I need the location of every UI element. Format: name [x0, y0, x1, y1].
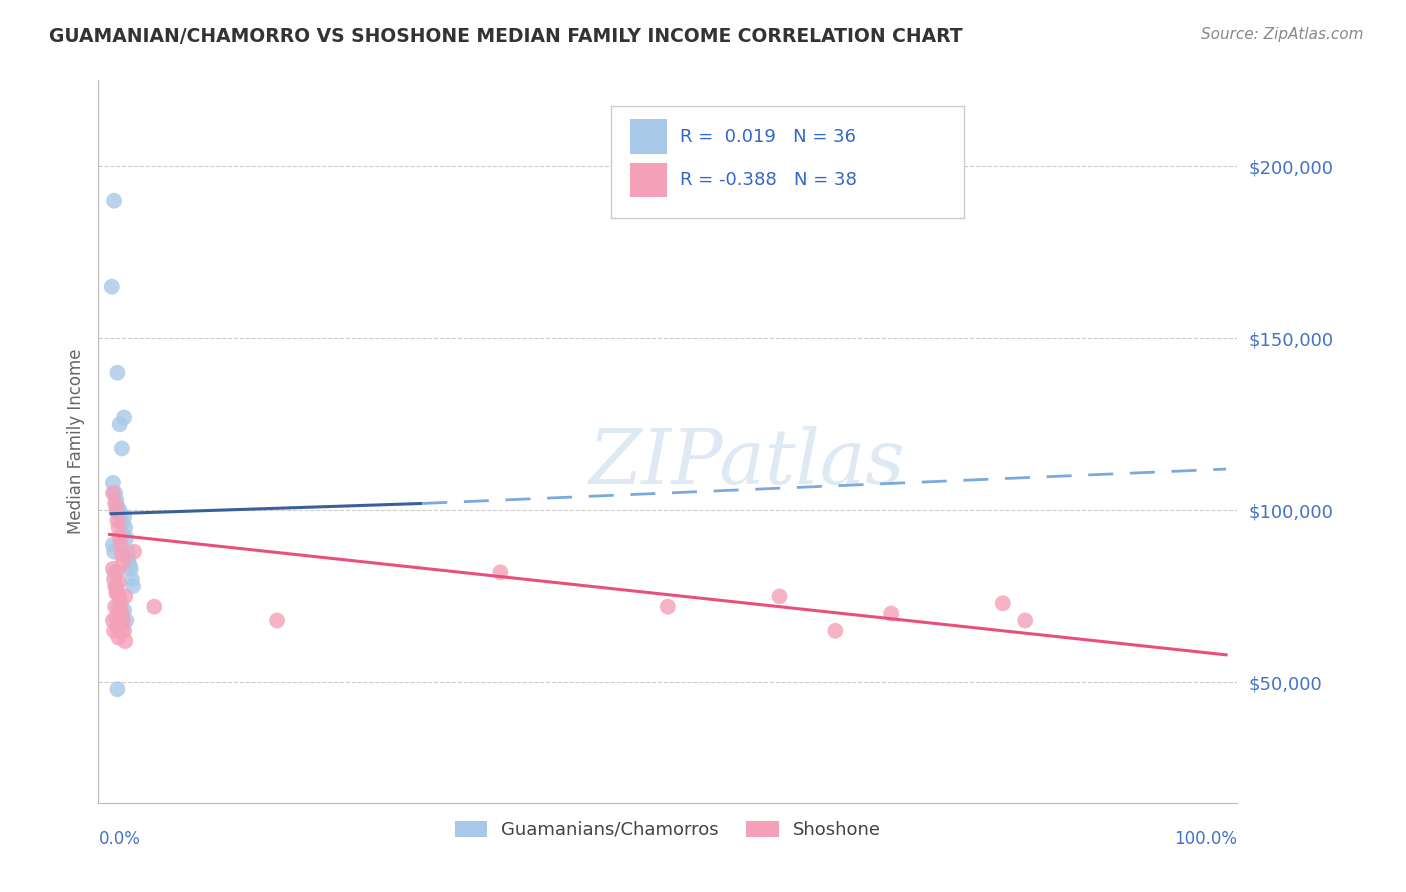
Text: ZIPatlas: ZIPatlas	[589, 426, 905, 500]
Point	[107, 507, 129, 521]
Point	[110, 596, 132, 610]
Point	[105, 586, 128, 600]
Point	[107, 500, 129, 514]
Point	[991, 596, 1014, 610]
Text: 100.0%: 100.0%	[1174, 830, 1237, 848]
Point	[111, 607, 134, 621]
Y-axis label: Median Family Income: Median Family Income	[66, 349, 84, 534]
Point	[114, 634, 136, 648]
Point	[103, 194, 125, 208]
Text: R = -0.388   N = 38: R = -0.388 N = 38	[681, 171, 858, 189]
Point	[110, 614, 132, 628]
Point	[657, 599, 679, 614]
Point	[104, 496, 127, 510]
Point	[108, 503, 131, 517]
Point	[104, 566, 127, 580]
Point	[111, 624, 134, 638]
Point	[107, 566, 129, 580]
Point	[101, 614, 124, 628]
Point	[120, 562, 142, 576]
Point	[110, 514, 132, 528]
Point	[118, 558, 141, 573]
Point	[880, 607, 903, 621]
Point	[1014, 614, 1036, 628]
Point	[111, 442, 134, 456]
Text: R =  0.019   N = 36: R = 0.019 N = 36	[681, 128, 856, 145]
FancyBboxPatch shape	[630, 162, 666, 197]
Point	[112, 410, 135, 425]
Point	[489, 566, 512, 580]
Point	[107, 586, 129, 600]
Point	[111, 527, 134, 541]
Point	[101, 562, 124, 576]
Point	[104, 599, 127, 614]
Point	[107, 575, 129, 590]
Point	[108, 531, 131, 545]
Point	[117, 544, 139, 558]
Point	[114, 520, 136, 534]
Point	[115, 531, 138, 545]
Point	[105, 503, 128, 517]
Point	[107, 631, 129, 645]
Point	[143, 599, 166, 614]
Point	[112, 603, 135, 617]
Point	[108, 417, 131, 432]
Point	[103, 624, 125, 638]
Point	[111, 548, 134, 562]
Point	[266, 614, 288, 628]
Point	[824, 624, 846, 638]
Point	[107, 599, 129, 614]
Point	[103, 572, 125, 586]
Point	[101, 538, 124, 552]
Point	[112, 510, 135, 524]
Point	[103, 544, 125, 558]
Point	[768, 590, 790, 604]
Point	[108, 607, 131, 621]
Text: Source: ZipAtlas.com: Source: ZipAtlas.com	[1201, 27, 1364, 42]
FancyBboxPatch shape	[612, 105, 965, 218]
Text: 0.0%: 0.0%	[98, 830, 141, 848]
Point	[111, 517, 134, 532]
Point	[105, 579, 128, 593]
Point	[104, 486, 127, 500]
Point	[101, 486, 124, 500]
Point	[115, 614, 138, 628]
Point	[111, 614, 134, 628]
Point	[107, 366, 129, 380]
Point	[104, 579, 127, 593]
Point	[108, 590, 131, 604]
Point	[105, 493, 128, 508]
Point	[122, 579, 145, 593]
Point	[105, 610, 128, 624]
Point	[111, 555, 134, 569]
Text: GUAMANIAN/CHAMORRO VS SHOSHONE MEDIAN FAMILY INCOME CORRELATION CHART: GUAMANIAN/CHAMORRO VS SHOSHONE MEDIAN FA…	[49, 27, 963, 45]
Point	[107, 682, 129, 697]
Legend: Guamanians/Chamorros, Shoshone: Guamanians/Chamorros, Shoshone	[446, 812, 890, 848]
Point	[107, 520, 129, 534]
Point	[114, 590, 136, 604]
Point	[122, 544, 145, 558]
Point	[110, 538, 132, 552]
Point	[107, 514, 129, 528]
Point	[107, 620, 129, 634]
Point	[101, 279, 124, 293]
FancyBboxPatch shape	[630, 120, 666, 154]
Point	[101, 475, 124, 490]
Point	[112, 624, 135, 638]
Point	[117, 551, 139, 566]
Point	[121, 572, 143, 586]
